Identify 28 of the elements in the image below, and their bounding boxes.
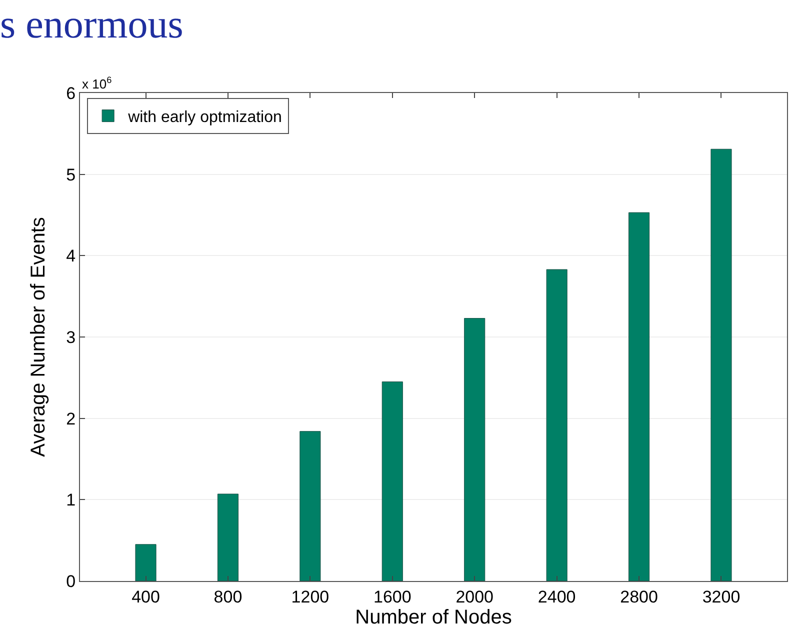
bar bbox=[628, 212, 650, 581]
bar bbox=[382, 381, 403, 581]
y-tick-label: 1 bbox=[66, 490, 76, 510]
x-axis-title: Number of Nodes bbox=[355, 606, 512, 628]
bar bbox=[464, 318, 486, 581]
bar bbox=[546, 269, 568, 581]
chart-title: s enormous bbox=[0, 1, 184, 46]
x-tick-label: 800 bbox=[214, 587, 242, 606]
legend-label: with early optmization bbox=[127, 109, 282, 126]
x-tick-label: 3200 bbox=[702, 587, 740, 606]
y-tick-label: 4 bbox=[66, 246, 76, 266]
bar bbox=[300, 431, 321, 581]
y-tick-label: 5 bbox=[66, 165, 76, 184]
x-tick-label: 400 bbox=[132, 587, 160, 606]
x-tick-label: 2800 bbox=[620, 587, 658, 606]
bar bbox=[710, 148, 732, 581]
y-tick-label: 0 bbox=[66, 572, 76, 591]
x-tick-label: 2000 bbox=[456, 587, 494, 606]
x-tick-label: 1600 bbox=[373, 587, 412, 606]
y-axis-title: Average Number of Events bbox=[28, 217, 50, 457]
x-tick-label: 1200 bbox=[291, 587, 330, 606]
y-tick-label: 3 bbox=[66, 328, 76, 347]
bar bbox=[217, 494, 238, 581]
x-tick-label: 2400 bbox=[538, 587, 576, 606]
text: x 10$^{6}$ bbox=[82, 75, 112, 92]
y-tick-label: 6 bbox=[66, 84, 76, 103]
bar bbox=[135, 544, 156, 581]
y-tick-label: 2 bbox=[66, 409, 76, 428]
